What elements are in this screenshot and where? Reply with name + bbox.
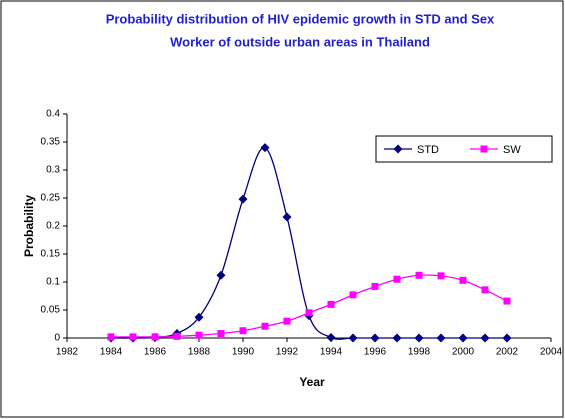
marker	[238, 194, 248, 204]
marker	[480, 333, 490, 343]
marker	[261, 322, 269, 330]
marker	[436, 333, 446, 343]
x-tick-label: 1982	[56, 347, 79, 358]
marker	[195, 331, 203, 339]
marker	[260, 143, 270, 153]
y-tick-label: 0	[54, 333, 60, 344]
marker	[217, 330, 225, 338]
marker	[348, 333, 358, 343]
marker	[326, 332, 336, 342]
marker	[481, 286, 489, 294]
marker	[283, 317, 291, 325]
x-tick-label: 1992	[276, 347, 299, 358]
marker	[503, 297, 511, 305]
marker	[459, 276, 467, 284]
chart-title: Worker of outside urban areas in Thailan…	[170, 34, 430, 49]
marker	[239, 327, 247, 335]
legend-marker	[480, 145, 488, 153]
x-tick-label: 1994	[320, 347, 343, 358]
marker	[393, 275, 401, 283]
marker	[458, 333, 468, 343]
x-tick-label: 1984	[100, 347, 123, 358]
marker	[173, 332, 181, 340]
x-tick-label: 2004	[540, 347, 563, 358]
x-tick-label: 1998	[408, 347, 431, 358]
x-tick-label: 1986	[144, 347, 167, 358]
x-tick-label: 1996	[364, 347, 387, 358]
marker	[282, 212, 292, 222]
x-tick-label: 1988	[188, 347, 211, 358]
marker	[151, 333, 159, 341]
marker	[371, 282, 379, 290]
marker	[370, 333, 380, 343]
marker	[194, 312, 204, 322]
y-tick-label: 0.25	[41, 193, 61, 204]
y-tick-label: 0.3	[46, 165, 60, 176]
marker	[129, 333, 137, 341]
marker	[415, 271, 423, 279]
y-tick-label: 0.05	[41, 305, 61, 316]
marker	[216, 270, 226, 280]
marker	[437, 272, 445, 280]
marker	[327, 300, 335, 308]
y-tick-label: 0.2	[46, 221, 60, 232]
x-axis-title: Year	[299, 375, 325, 389]
marker	[392, 333, 402, 343]
chart-title: Probability distribution of HIV epidemic…	[106, 11, 495, 26]
y-tick-label: 0.15	[41, 249, 61, 260]
y-tick-label: 0.1	[46, 277, 60, 288]
marker	[414, 333, 424, 343]
legend-label: SW	[503, 144, 521, 156]
y-axis-title: Probability	[22, 195, 36, 257]
marker	[107, 333, 115, 341]
x-tick-label: 2002	[496, 347, 519, 358]
y-tick-label: 0.4	[46, 109, 60, 120]
legend-label: STD	[417, 144, 439, 156]
marker	[349, 291, 357, 299]
marker	[305, 309, 313, 317]
marker	[502, 333, 512, 343]
y-tick-label: 0.35	[41, 137, 61, 148]
legend-marker	[393, 144, 403, 154]
x-tick-label: 2000	[452, 347, 475, 358]
x-tick-label: 1990	[232, 347, 255, 358]
